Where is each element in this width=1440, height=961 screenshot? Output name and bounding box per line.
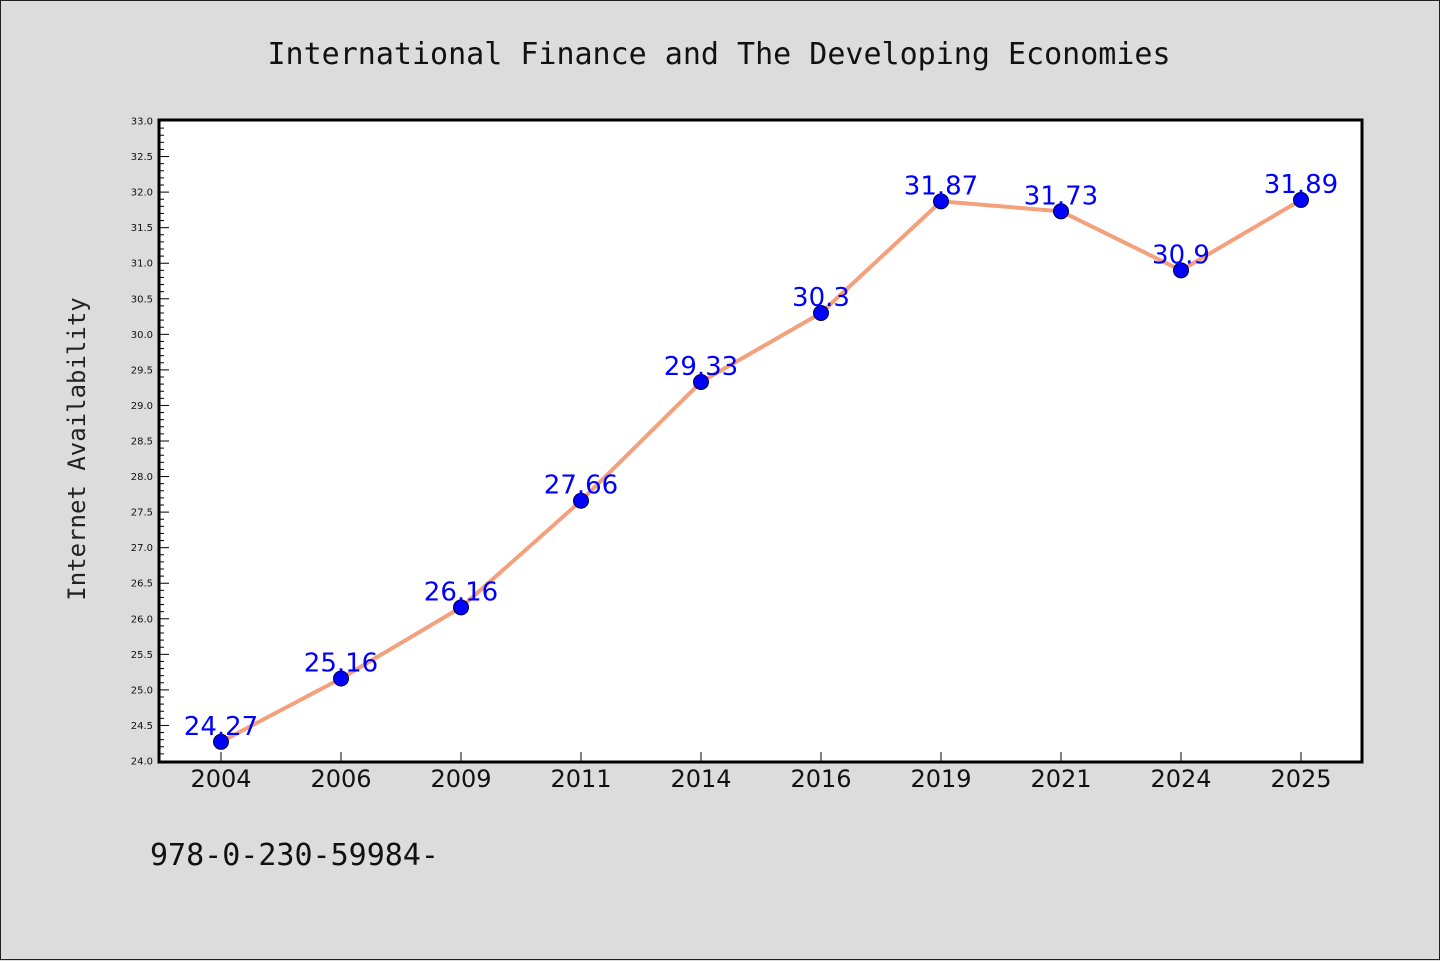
- marker-group: [213, 191, 1309, 750]
- x-tick-label: 2016: [790, 765, 851, 793]
- y-tick-label: 31.0: [131, 259, 153, 270]
- data-label: 26.16: [424, 577, 498, 607]
- data-label: 31.89: [1264, 170, 1338, 200]
- y-tick-label: 28.0: [131, 472, 153, 483]
- y-tick-label: 32.0: [131, 188, 153, 199]
- data-label: 30.3: [792, 283, 850, 313]
- y-axis-label: Internet Availability: [63, 297, 91, 600]
- x-tick-label: 2004: [190, 765, 251, 793]
- data-point: [1053, 203, 1069, 220]
- plot-area: [157, 118, 1364, 764]
- data-label-group: 24.27 25.16 26.16 27.66 29.33 30.3 31.87 31.73 3…: [184, 170, 1338, 742]
- y-tick-label: 30.0: [131, 330, 153, 341]
- data-point: [933, 193, 949, 210]
- x-tick-label: 2025: [1270, 765, 1331, 793]
- data-point: [213, 733, 229, 750]
- chart-title: International Finance and The Developing…: [267, 37, 1170, 72]
- y-tick-label: 31.5: [131, 223, 153, 234]
- y-tick-label: 29.5: [131, 365, 153, 376]
- data-label: 31.87: [904, 171, 978, 201]
- y-tick-label: 32.5: [131, 152, 153, 163]
- x-tick-label: 2024: [1150, 765, 1211, 793]
- data-point: [1173, 262, 1189, 279]
- data-point: [1293, 191, 1309, 208]
- x-tick-label: 2021: [1030, 765, 1091, 793]
- data-point: [693, 373, 709, 390]
- data-point: [333, 670, 349, 687]
- y-tick-label: 26.0: [131, 614, 153, 625]
- x-tick-label: 2009: [430, 765, 491, 793]
- y-tick-label: 25.0: [131, 685, 153, 696]
- data-label: 29.33: [664, 352, 738, 382]
- y-tick-label: 27.5: [131, 508, 153, 519]
- y-tick-label: 28.5: [131, 437, 153, 448]
- data-label: 25.16: [304, 649, 378, 679]
- x-tick-label: 2006: [310, 765, 371, 793]
- y-tick-label: 30.5: [131, 294, 153, 305]
- x-tick-label: 2014: [670, 765, 731, 793]
- data-point: [573, 492, 589, 509]
- x-tick-label: 2011: [550, 765, 611, 793]
- data-label: 27.66: [544, 471, 618, 501]
- y-tick-label: 25.5: [131, 650, 153, 661]
- data-point: [453, 599, 469, 616]
- data-label: 31.73: [1024, 181, 1098, 211]
- y-tick-label: 26.5: [131, 579, 153, 590]
- data-point: [813, 305, 829, 321]
- y-axis-ticks: 24.0 24.5 25.0 25.5 26.0 26.5 27.0 27.5 28.0 28.5…: [131, 117, 169, 768]
- series-line-group: [219, 197, 1303, 744]
- data-label: 30.9: [1152, 240, 1210, 270]
- footnote-isbn: 978-0-230-59984-: [150, 838, 439, 873]
- data-label: 24.27: [184, 712, 258, 742]
- y-tick-label: 24.5: [131, 721, 153, 732]
- y-tick-label: 24.0: [131, 757, 153, 768]
- y-tick-label: 29.0: [131, 401, 153, 412]
- y-tick-label: 33.0: [131, 117, 153, 128]
- x-axis-ticks: 2004 2006 2009 2011 2014 2016 2019 2021 2024 2025: [190, 752, 1332, 793]
- y-tick-label: 27.0: [131, 543, 153, 554]
- series-line: [219, 197, 1303, 744]
- x-tick-label: 2019: [910, 765, 971, 793]
